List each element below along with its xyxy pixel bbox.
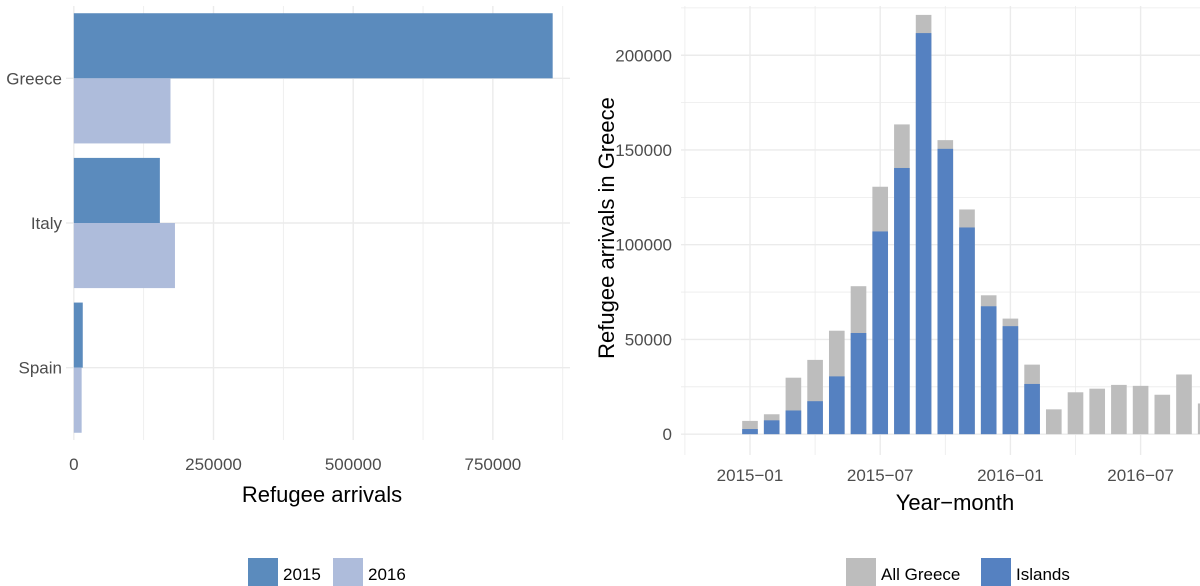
legend-label-2016: 2016: [368, 565, 406, 584]
right-x-axis-title: Year−month: [896, 490, 1014, 515]
left-x-tick-label: 500000: [325, 455, 382, 474]
bar-islands-2015-06: [850, 332, 867, 435]
bar-islands-2015-02: [763, 420, 780, 435]
legend-label-2015: 2015: [283, 565, 321, 584]
legend-label-all-greece: All Greece: [881, 565, 960, 584]
bar-all-greece-2016-09: [1176, 374, 1192, 435]
right-y-axis-title: Refugee arrivals in Greece: [594, 97, 619, 359]
bar-all-greece-2016-04: [1067, 392, 1084, 435]
bar-islands-2016-02: [1024, 383, 1040, 435]
left-x-tick-label: 750000: [465, 455, 522, 474]
right-x-tick-label: 2016−01: [977, 466, 1044, 485]
left-category-label: Greece: [6, 69, 62, 88]
bar-all-greece-2016-06: [1111, 384, 1127, 435]
bar-islands-2015-05: [828, 376, 845, 435]
bar-all-greece-2016-07: [1132, 385, 1149, 435]
right-x-tick-label: 2016−07: [1107, 466, 1174, 485]
bar-spain-2016: [73, 367, 82, 433]
left-chart: Greece Italy Spain 0 250000 500000 750000 Ref…: [6, 6, 570, 586]
left-x-tick-label: 250000: [185, 455, 242, 474]
bar-islands-2015-08: [894, 167, 910, 435]
left-x-tick-labels: 0 250000 500000 750000: [69, 455, 521, 474]
right-y-tick-label: 0: [663, 425, 672, 444]
bar-islands-2015-01: [742, 429, 758, 435]
bar-greece-2015: [73, 13, 553, 79]
bar-all-greece-2016-10: [1197, 403, 1200, 435]
legend-swatch-2016: [333, 558, 363, 586]
legend-swatch-2015: [248, 558, 278, 586]
bar-islands-2015-10: [937, 148, 954, 435]
right-y-tick-label: 200000: [615, 46, 672, 65]
bar-islands-2015-03: [785, 410, 802, 435]
right-y-tick-label: 150000: [615, 141, 672, 160]
bar-greece-2016: [73, 78, 171, 144]
right-chart: 0 50000 100000 150000 200000 2015−01 2015−07 2…: [594, 6, 1200, 586]
bar-islands-2015-12: [980, 306, 997, 435]
bar-islands-2015-07: [872, 231, 889, 435]
left-x-axis-title: Refugee arrivals: [242, 482, 402, 507]
bar-islands-2015-04: [807, 401, 823, 435]
bar-spain-2015: [73, 302, 83, 368]
right-x-tick-label: 2015−01: [717, 466, 784, 485]
left-category-labels: Greece Italy Spain: [6, 69, 62, 377]
right-legend: All Greece Islands: [846, 558, 1070, 586]
bar-islands-2015-09: [915, 33, 932, 435]
bar-italy-2015: [73, 157, 160, 223]
legend-swatch-all-greece: [846, 558, 876, 586]
legend-label-islands: Islands: [1016, 565, 1070, 584]
left-category-label: Italy: [31, 214, 63, 233]
right-y-tick-label: 100000: [615, 236, 672, 255]
left-bars: [73, 13, 553, 433]
left-category-label: Spain: [19, 359, 62, 378]
right-x-tick-label: 2015−07: [847, 466, 914, 485]
bar-islands-2016-01: [1002, 326, 1019, 435]
bar-islands-2015-11: [959, 227, 975, 435]
bar-italy-2016: [73, 223, 175, 289]
right-y-tick-label: 50000: [625, 330, 672, 349]
legend-swatch-islands: [981, 558, 1011, 586]
bar-all-greece-2016-03: [1045, 409, 1062, 435]
right-bars: [742, 14, 1200, 435]
left-gridlines: [66, 6, 570, 440]
left-legend: 2015 2016: [248, 558, 406, 586]
bar-all-greece-2016-08: [1154, 394, 1171, 435]
left-x-tick-label: 0: [69, 455, 78, 474]
right-y-tick-labels: 0 50000 100000 150000 200000: [615, 46, 672, 444]
bar-all-greece-2016-05: [1089, 388, 1106, 435]
